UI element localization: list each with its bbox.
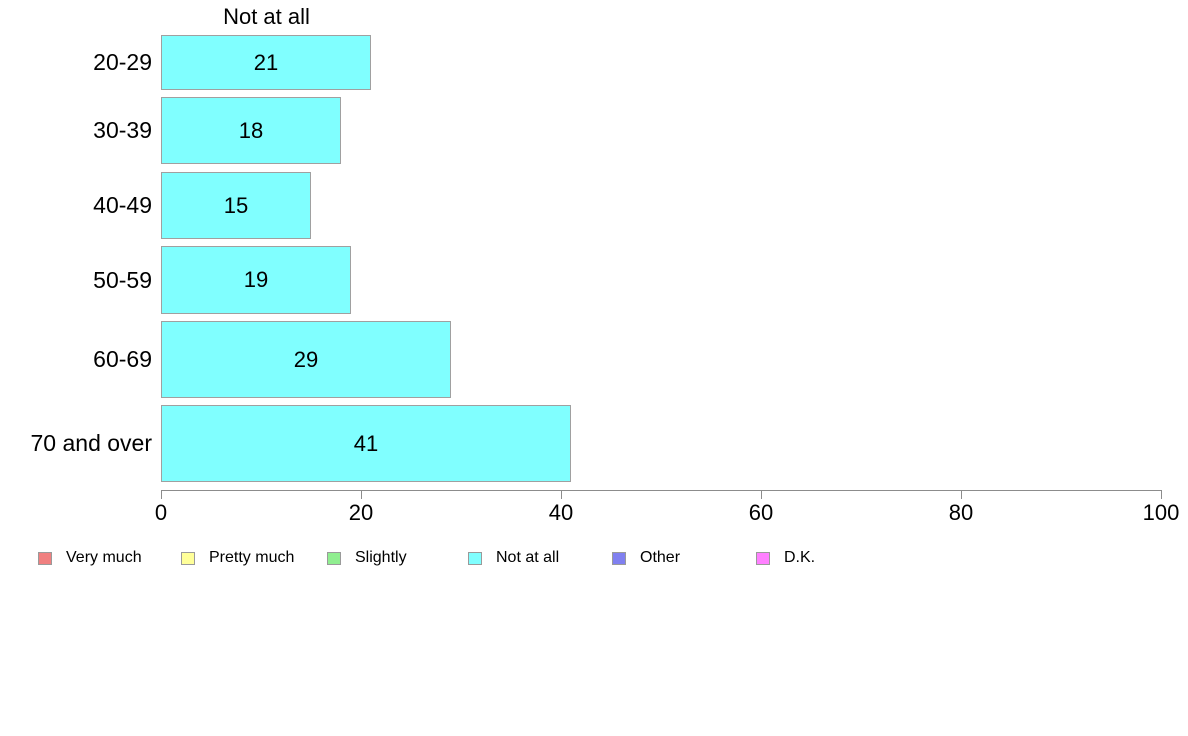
legend-swatch [612,551,626,565]
bar: 19 [161,246,351,314]
x-axis-tick [561,490,562,499]
bar: 18 [161,97,341,164]
bar-value-label: 29 [293,346,319,372]
x-axis-tick-label: 0 [154,500,168,525]
legend-swatch [468,551,482,565]
x-axis-tick [761,490,762,499]
bar-value-label: 15 [223,192,249,218]
legend-label: D.K. [784,549,816,566]
category-label: 50-59 [93,266,152,293]
legend-item: Very much [38,548,142,568]
legend-label: Pretty much [209,549,295,566]
legend-swatch [38,551,52,565]
x-axis-tick [161,490,162,499]
legend-label: Very much [66,549,142,566]
legend-label: Slightly [355,549,407,566]
bar-value-label: 41 [353,430,379,456]
legend-label: Other [640,549,681,566]
legend-item: D.K. [756,548,815,568]
legend-item: Pretty much [181,548,294,568]
x-axis-tick-label: 80 [948,500,974,525]
legend-swatch [327,551,341,565]
x-axis-tick-label: 60 [748,500,774,525]
legend-swatch [181,551,195,565]
legend-label: Not at all [496,549,560,566]
category-label: 20-29 [93,49,152,75]
x-axis-tick-label: 40 [548,500,574,525]
bar-value-label: 18 [238,117,264,143]
bar-value-label: 19 [243,267,269,292]
x-axis-tick [361,490,362,499]
chart-title: Not at all [223,4,310,29]
legend-item: Slightly [327,548,407,568]
x-axis-line [161,490,1162,491]
bar-value-label: 21 [253,49,279,75]
x-axis-tick-label: 100 [1142,500,1180,525]
category-label: 40-49 [93,192,152,218]
bar: 41 [161,405,571,482]
x-axis-tick [961,490,962,499]
legend-item: Not at all [468,548,559,568]
x-axis-tick [1161,490,1162,499]
legend-swatch [756,551,770,565]
bar: 29 [161,321,451,398]
x-axis-tick-label: 20 [348,500,374,525]
category-label: 30-39 [93,117,152,143]
category-label: 70 and over [30,430,152,456]
category-label: 60-69 [93,346,152,372]
legend-item: Other [612,548,680,568]
bar: 21 [161,35,371,90]
bar: 15 [161,172,311,239]
